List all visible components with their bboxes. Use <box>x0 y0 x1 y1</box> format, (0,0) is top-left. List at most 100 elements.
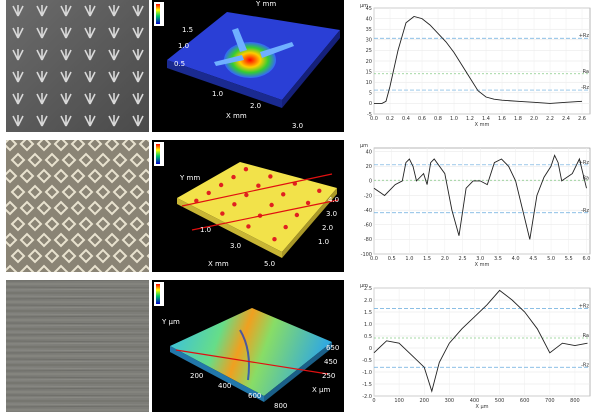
dimple-mark <box>60 71 72 83</box>
streak-line <box>6 360 149 363</box>
streak-line <box>6 333 149 336</box>
y-tick-label: -60 <box>364 223 372 229</box>
knurl-cell <box>121 140 137 152</box>
knurl-cell <box>87 200 103 216</box>
knurl-pattern <box>6 140 149 272</box>
y-tick-label: 10 <box>366 80 372 86</box>
knurl-cell <box>112 152 128 168</box>
reference-line-label: Ra <box>583 333 589 339</box>
dimple-mark <box>132 49 144 61</box>
x-tick-label: 0.0 <box>370 256 378 262</box>
y-tick-label: 35 <box>366 27 372 33</box>
x-tick-label: 1.8 <box>514 116 522 122</box>
knurl-cell <box>10 216 26 232</box>
result-row-2: Y mm X mm 1.0 3.0 5.0 1.0 2.0 3.0 4.0 40… <box>0 140 600 272</box>
streak-line <box>6 403 149 406</box>
knurl-cell <box>70 140 86 152</box>
map1-y-tick-1: 1.0 <box>178 42 189 50</box>
dimple-mark <box>84 27 96 39</box>
dimple-mark <box>12 49 24 61</box>
knurl-cell <box>10 152 26 168</box>
knurl-cell <box>53 140 69 152</box>
knurl-cell <box>129 248 145 264</box>
dimple-mark <box>84 71 96 83</box>
y-tick-label: -1.5 <box>362 382 372 388</box>
dimple-mark <box>12 115 24 127</box>
streak-line <box>6 288 149 291</box>
x-tick-label: 2.5 <box>459 256 467 262</box>
y-tick-label: 0.5 <box>364 334 372 340</box>
knurl-map-peak <box>283 224 288 230</box>
dimple-mark <box>108 27 120 39</box>
dimple-mark <box>132 115 144 127</box>
x-tick-label: 1.2 <box>466 116 474 122</box>
knurl-cell <box>10 184 26 200</box>
knurl-map-peak <box>317 188 322 193</box>
knurl-map-peak <box>218 182 224 188</box>
y-axis-unit: µm <box>360 283 368 289</box>
streak-line <box>6 286 149 289</box>
knurl-cell <box>44 184 60 200</box>
y-tick-label: 1.0 <box>364 322 372 328</box>
knurl-map-peak <box>294 212 300 218</box>
dimple-mark <box>60 49 72 61</box>
map1-y-title: Y mm <box>255 0 276 8</box>
x-axis-title: X µm <box>475 404 488 410</box>
knurl-cell <box>61 248 77 264</box>
reference-line-label: Ra <box>583 69 589 75</box>
knurl-cell <box>19 168 35 184</box>
streak-line <box>6 331 149 334</box>
streak-line <box>6 315 149 318</box>
profile-chart-3: 2.5 2.0 1.5 1.0 0.5 0 -0.5 -1.0 -1.5 -2.0 0 100 200 3… <box>358 282 596 410</box>
dimple-mark <box>36 5 48 17</box>
profile-line <box>373 154 587 240</box>
dimple-mark <box>12 93 24 105</box>
map3-y-tick-2: 650 <box>326 344 339 352</box>
knurled-3d-map-image: Y mm X mm 1.0 3.0 5.0 1.0 2.0 3.0 4.0 <box>154 142 339 268</box>
knurl-cell <box>129 216 145 232</box>
knurl-cell <box>95 216 111 232</box>
streak-line <box>6 349 149 352</box>
knurl-cell <box>27 152 43 168</box>
knurl-cell <box>138 200 149 216</box>
map2-x-tick-0: 1.0 <box>200 226 211 234</box>
knurl-cell <box>19 264 35 272</box>
x-tick-label: 0.2 <box>386 116 394 122</box>
dimple-mark <box>12 5 24 17</box>
knurl-cell <box>87 232 103 248</box>
knurl-cell <box>104 168 120 184</box>
y-axis-unit: µm <box>360 3 368 9</box>
knurl-cell <box>6 168 18 184</box>
grinding-streaks <box>6 280 149 411</box>
knurl-cell <box>87 140 103 152</box>
y-tick-label: 45 <box>366 6 372 12</box>
dimple-mark <box>60 93 72 105</box>
knurl-cell <box>36 264 52 272</box>
streak-line <box>6 306 149 309</box>
profile-chart-2: 40 20 0 -20 -40 -60 -80 -100 0.0 0.5 1.0 1.5 2.0 2.5 3… <box>358 142 596 268</box>
dimple-mark <box>84 49 96 61</box>
map3-x-tick-0: 200 <box>190 372 203 380</box>
knurl-cell <box>95 184 111 200</box>
knurl-cell <box>61 184 77 200</box>
knurled-photo <box>6 140 149 272</box>
streak-line <box>6 322 149 325</box>
streak-line <box>6 358 149 361</box>
knurl-cell <box>44 248 60 264</box>
knurl-cell <box>70 168 86 184</box>
x-tick-label: 5.5 <box>565 256 573 262</box>
map3-x-title: X µm <box>312 386 330 394</box>
x-tick-label: 4.5 <box>529 256 537 262</box>
streak-line <box>6 387 149 390</box>
knurl-cell <box>78 216 94 232</box>
knurl-map-peak <box>305 200 311 206</box>
knurl-cell <box>36 140 52 152</box>
x-tick-label: 2.4 <box>562 116 570 122</box>
x-tick-label: 0.4 <box>402 116 410 122</box>
reference-line-label: +Rz <box>579 33 590 39</box>
knurl-map-peak <box>194 198 199 203</box>
dimple-mark <box>36 49 48 61</box>
knurl-cell <box>121 168 137 184</box>
knurl-map-peak <box>206 190 211 196</box>
knurl-map-peak <box>281 192 286 197</box>
